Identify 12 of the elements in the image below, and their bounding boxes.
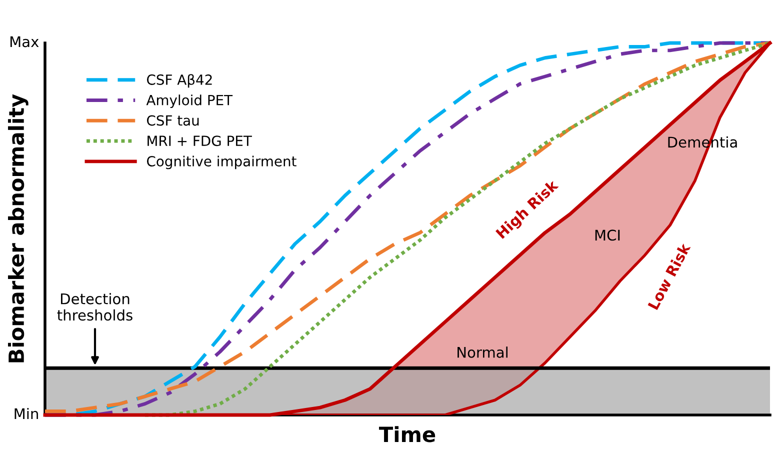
annotation: MCI [595,230,620,241]
text: Min [14,408,38,420]
y-axis-title: Biomarker abnormality [8,94,28,362]
legend-label: CSF Aβ42 [147,74,212,88]
x-axis-title: Time [379,426,436,442]
legend-label: MRI + FDG PET [148,136,252,146]
ref-line-label: Detection thresholds [57,293,132,321]
legend-label: Cognitive impairment [147,156,296,170]
legend-label: Amyloid PET [146,94,233,108]
annotation: Normal [458,346,508,358]
legend-label: CSF tau [147,115,199,126]
text: Max [10,36,39,48]
